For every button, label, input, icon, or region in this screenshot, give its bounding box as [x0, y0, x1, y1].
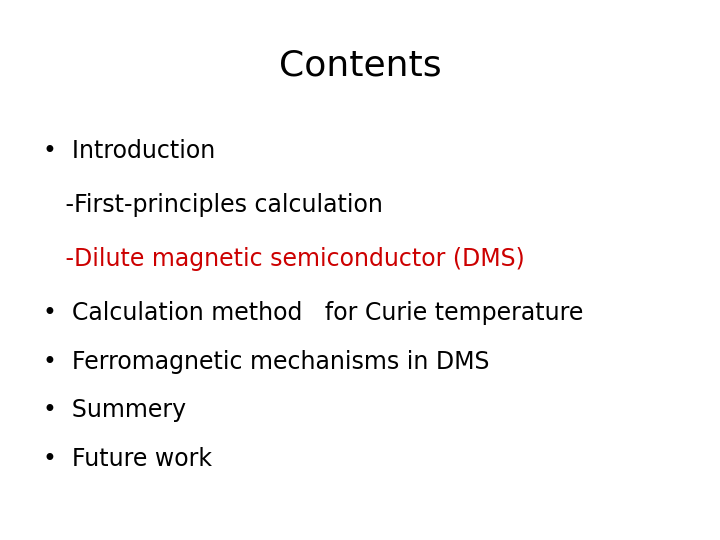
Text: •  Future work: • Future work [43, 447, 212, 471]
Text: -First-principles calculation: -First-principles calculation [43, 193, 383, 217]
Text: •  Calculation method   for Curie temperature: • Calculation method for Curie temperatu… [43, 301, 584, 325]
Text: •  Introduction: • Introduction [43, 139, 215, 163]
Text: •  Summery: • Summery [43, 399, 186, 422]
Text: •  Ferromagnetic mechanisms in DMS: • Ferromagnetic mechanisms in DMS [43, 350, 490, 374]
Text: -Dilute magnetic semiconductor (DMS): -Dilute magnetic semiconductor (DMS) [43, 247, 525, 271]
Text: Contents: Contents [279, 49, 441, 83]
